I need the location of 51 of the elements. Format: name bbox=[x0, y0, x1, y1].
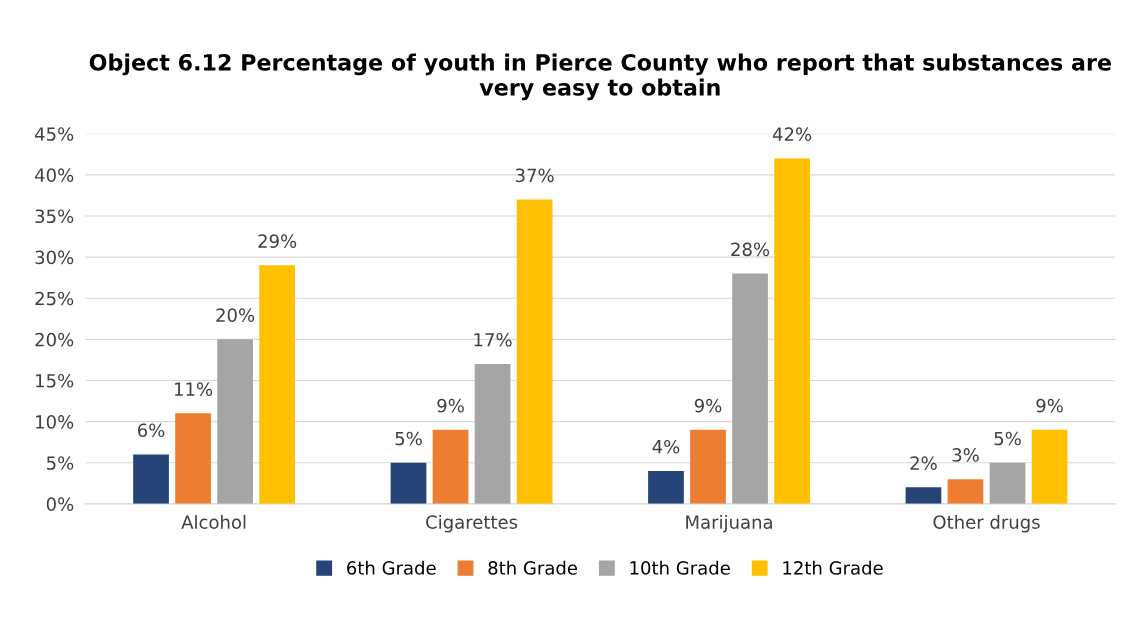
data-label: 5% bbox=[395, 431, 422, 446]
data-label: 28% bbox=[731, 242, 770, 257]
bar bbox=[905, 487, 942, 504]
data-label: 4% bbox=[652, 439, 680, 454]
bar bbox=[175, 413, 211, 504]
bar bbox=[432, 429, 469, 504]
bar bbox=[133, 454, 169, 504]
bar bbox=[1031, 429, 1068, 504]
bar bbox=[648, 470, 684, 504]
y-tick-label: 35% bbox=[35, 209, 74, 224]
y-tick-label: 0% bbox=[46, 497, 74, 511]
x-tick-label: Cigarettes bbox=[426, 514, 518, 533]
data-label: 42% bbox=[772, 127, 812, 142]
y-tick-label: 15% bbox=[36, 373, 74, 388]
x-tick-label: Other drugs bbox=[933, 514, 1040, 533]
data-label: 17% bbox=[474, 332, 512, 347]
data-label: 37% bbox=[515, 168, 554, 183]
y-tick-label: 30% bbox=[35, 250, 74, 265]
data-label: 2% bbox=[910, 456, 937, 470]
y-tick-label: 25% bbox=[35, 291, 74, 306]
bar bbox=[774, 158, 810, 504]
chart-title: Object 6.12 Percentage of youth in Pierce County who report that substances are very easy to obtain bbox=[89, 53, 1111, 101]
bar bbox=[947, 479, 984, 504]
legend-label: 12th Grade bbox=[783, 560, 883, 575]
data-label: 6% bbox=[137, 423, 165, 438]
bar bbox=[516, 199, 553, 504]
data-label: 9% bbox=[694, 398, 722, 413]
bar bbox=[690, 429, 726, 504]
y-tick-label: 5% bbox=[46, 456, 74, 470]
bar bbox=[259, 265, 296, 504]
legend-label: 6th Grade bbox=[347, 560, 436, 575]
y-tick-label: 10% bbox=[36, 415, 74, 429]
y-tick-label: 45% bbox=[34, 127, 74, 141]
data-label: 9% bbox=[437, 398, 464, 413]
x-tick-label: Alcohol bbox=[181, 514, 246, 529]
data-label: 29% bbox=[258, 234, 297, 248]
data-label: 5% bbox=[994, 431, 1021, 446]
bar bbox=[732, 273, 768, 504]
bar bbox=[217, 339, 253, 504]
data-label: 11% bbox=[174, 382, 213, 396]
bar bbox=[989, 462, 1026, 504]
legend-label: 10th Grade bbox=[630, 560, 730, 575]
y-tick-label: 20% bbox=[35, 332, 74, 347]
bar bbox=[390, 462, 427, 504]
x-tick-label: Marijuana bbox=[686, 514, 772, 533]
bar bbox=[474, 364, 511, 504]
data-label: 9% bbox=[1036, 398, 1063, 413]
legend-label: 8th Grade bbox=[488, 560, 578, 575]
data-label: 20% bbox=[216, 308, 255, 322]
y-tick-label: 40% bbox=[34, 168, 74, 182]
data-label: 3% bbox=[952, 448, 979, 462]
